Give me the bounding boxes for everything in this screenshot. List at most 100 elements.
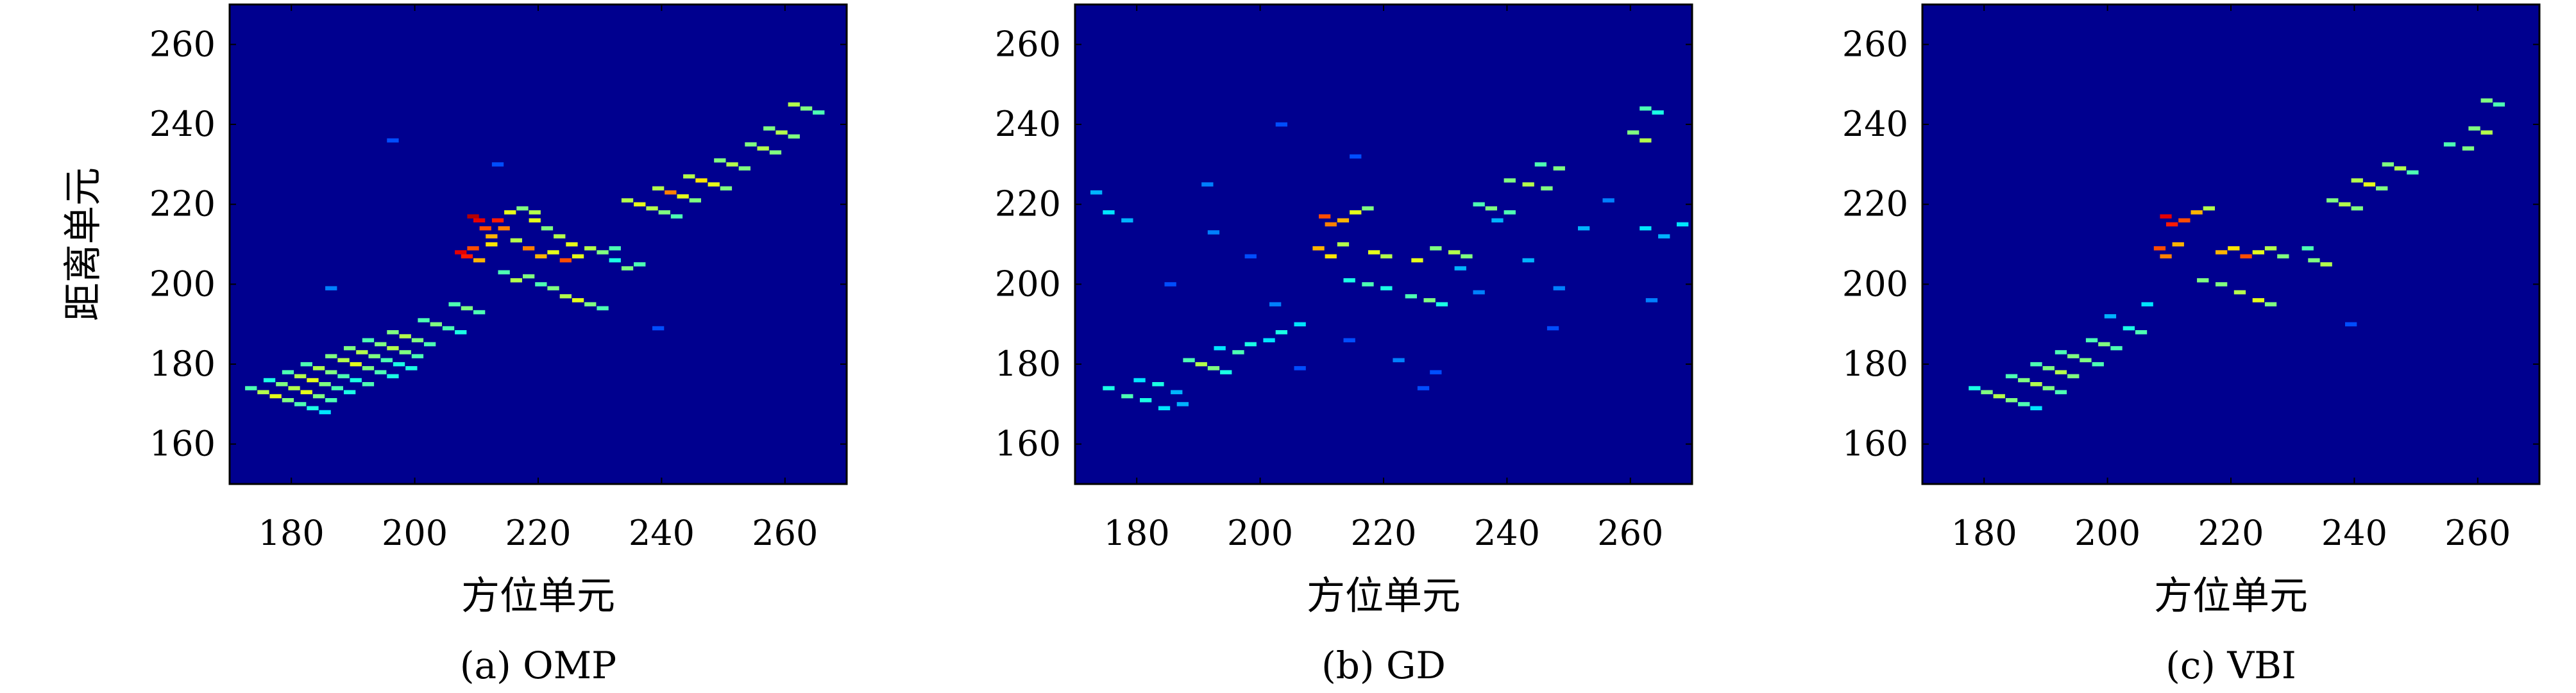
heatmap-cell	[307, 378, 319, 383]
heatmap-cell	[2252, 250, 2264, 255]
heatmap-cell	[2018, 402, 2030, 406]
heatmap-cell	[1133, 378, 1146, 383]
heatmap-cell	[312, 366, 325, 371]
heatmap-cell	[473, 218, 486, 222]
heatmap-cell	[2085, 338, 2098, 342]
heatmap-cell	[491, 162, 504, 167]
heatmap-cell	[2264, 246, 2277, 251]
x-tick-label: 260	[752, 513, 818, 553]
y-tick-label: 260	[149, 24, 216, 64]
heatmap-cell	[504, 210, 516, 215]
heatmap-cell	[1454, 266, 1466, 271]
heatmap-cell	[646, 206, 658, 211]
heatmap-cell	[1541, 186, 1553, 191]
heatmap-cell	[2042, 366, 2055, 371]
heatmap-cell	[418, 318, 430, 322]
heatmap-cell	[2382, 162, 2394, 167]
heatmap-cell	[2394, 166, 2407, 171]
heatmap-cell	[2067, 374, 2080, 379]
heatmap-cell	[547, 250, 559, 255]
heatmap-cell	[2326, 198, 2339, 203]
heatmap-cell	[1325, 222, 1337, 227]
heatmap-cell	[276, 382, 288, 387]
heatmap-cell	[1195, 362, 1207, 367]
heatmap-cell	[1640, 138, 1652, 143]
heatmap-cell	[1207, 230, 1220, 235]
heatmap-cell	[597, 306, 609, 311]
x-tick-label: 180	[1951, 513, 2017, 553]
heatmap-cell	[461, 306, 473, 311]
heatmap-cell	[683, 174, 695, 179]
heatmap-cell	[775, 130, 788, 135]
heatmap-cell	[1294, 322, 1306, 327]
heatmap-cell	[375, 342, 387, 347]
heatmap-cell	[1411, 258, 1423, 263]
panel-caption: (b) GD	[1321, 644, 1446, 687]
panel-3: 180 200 220 240 260 160 180 200 220 240 260 方位单元 (c)…	[1842, 3, 2541, 687]
heatmap-cell	[282, 370, 294, 374]
heatmap-cell	[584, 302, 597, 306]
heatmap-cell	[1473, 202, 1485, 206]
heatmap-cell	[486, 234, 498, 238]
heatmap-cell	[319, 410, 331, 415]
panel-2: 180 200 220 240 260 160 180 200 220 240 260 方位单元 (b)…	[995, 3, 1693, 687]
heatmap-cell	[2308, 258, 2320, 263]
heatmap-cell	[1522, 182, 1534, 187]
heatmap-cell	[621, 198, 634, 203]
heatmap-cell	[399, 334, 411, 338]
plot-area	[230, 4, 847, 484]
heatmap-cell	[337, 358, 350, 363]
x-axis-label: 方位单元	[2154, 574, 2308, 619]
heatmap-cell	[1343, 338, 1355, 342]
heatmap-cell	[1121, 218, 1133, 222]
heatmap-cell	[362, 366, 375, 371]
x-axis-label: 方位单元	[1307, 574, 1461, 619]
plot-area	[1075, 4, 1692, 484]
heatmap-cell	[2443, 142, 2456, 147]
heatmap-cell	[708, 182, 720, 187]
heatmap-cell	[1183, 358, 1195, 363]
heatmap-cell	[529, 210, 541, 215]
heatmap-cell	[800, 106, 813, 111]
heatmap-cell	[1244, 342, 1257, 347]
heatmap-cell	[399, 350, 411, 355]
heatmap-cell	[670, 214, 683, 219]
heatmap-cell	[2030, 406, 2042, 410]
heatmap-cell	[337, 374, 350, 379]
heatmap-cell	[584, 246, 597, 251]
heatmap-cell	[788, 134, 800, 139]
heatmap-cell	[523, 274, 535, 279]
heatmap-cell	[2030, 362, 2042, 367]
heatmap-cell	[1423, 298, 1436, 303]
heatmap-cell	[1263, 338, 1275, 342]
heatmap-cell	[2030, 382, 2042, 387]
y-tick-label: 220	[149, 184, 216, 224]
heatmap-cell	[245, 386, 257, 390]
heatmap-cell	[2216, 282, 2228, 287]
x-tick-label: 240	[1474, 513, 1540, 553]
heatmap-cell	[294, 402, 307, 406]
heatmap-cell	[288, 386, 300, 390]
heatmap-cell	[1969, 386, 1981, 390]
heatmap-cell	[689, 198, 701, 203]
heatmap-cell	[529, 218, 541, 222]
y-tick-label: 160	[995, 424, 1061, 464]
heatmap-cell	[455, 330, 467, 335]
heatmap-cell	[720, 186, 733, 191]
heatmap-cell	[424, 342, 436, 347]
heatmap-cell	[547, 286, 559, 290]
heatmap-cell	[1430, 370, 1442, 374]
heatmap-cell	[2055, 390, 2067, 394]
heatmap-cell	[319, 382, 331, 387]
heatmap-cell	[2153, 246, 2166, 251]
x-tick-label: 180	[1104, 513, 1170, 553]
heatmap-cell	[375, 370, 387, 374]
heatmap-cell	[572, 298, 584, 303]
heatmap-cell	[2005, 398, 2018, 403]
heatmap-cell	[1993, 394, 2005, 399]
heatmap-cell	[1244, 254, 1257, 259]
heatmap-cell	[1645, 298, 1658, 303]
heatmap-cell	[1201, 182, 1214, 187]
y-tick-label: 180	[1842, 344, 1908, 384]
